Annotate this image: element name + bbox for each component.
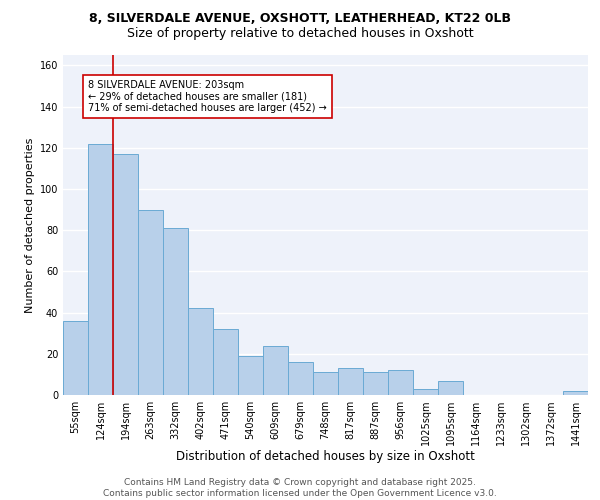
Bar <box>88 144 113 395</box>
Bar <box>563 391 588 395</box>
Text: 8, SILVERDALE AVENUE, OXSHOTT, LEATHERHEAD, KT22 0LB: 8, SILVERDALE AVENUE, OXSHOTT, LEATHERHE… <box>89 12 511 26</box>
Bar <box>288 362 313 395</box>
Bar <box>113 154 138 395</box>
Y-axis label: Number of detached properties: Number of detached properties <box>25 138 35 312</box>
Bar <box>63 321 88 395</box>
Bar <box>188 308 213 395</box>
Bar <box>313 372 338 395</box>
Bar <box>363 372 388 395</box>
Text: Contains HM Land Registry data © Crown copyright and database right 2025.
Contai: Contains HM Land Registry data © Crown c… <box>103 478 497 498</box>
X-axis label: Distribution of detached houses by size in Oxshott: Distribution of detached houses by size … <box>176 450 475 462</box>
Bar <box>438 380 463 395</box>
Bar <box>413 389 438 395</box>
Text: 8 SILVERDALE AVENUE: 203sqm
← 29% of detached houses are smaller (181)
71% of se: 8 SILVERDALE AVENUE: 203sqm ← 29% of det… <box>88 80 327 113</box>
Bar <box>213 329 238 395</box>
Bar <box>338 368 363 395</box>
Bar <box>138 210 163 395</box>
Bar <box>263 346 288 395</box>
Bar <box>163 228 188 395</box>
Bar <box>238 356 263 395</box>
Text: Size of property relative to detached houses in Oxshott: Size of property relative to detached ho… <box>127 28 473 40</box>
Bar <box>388 370 413 395</box>
